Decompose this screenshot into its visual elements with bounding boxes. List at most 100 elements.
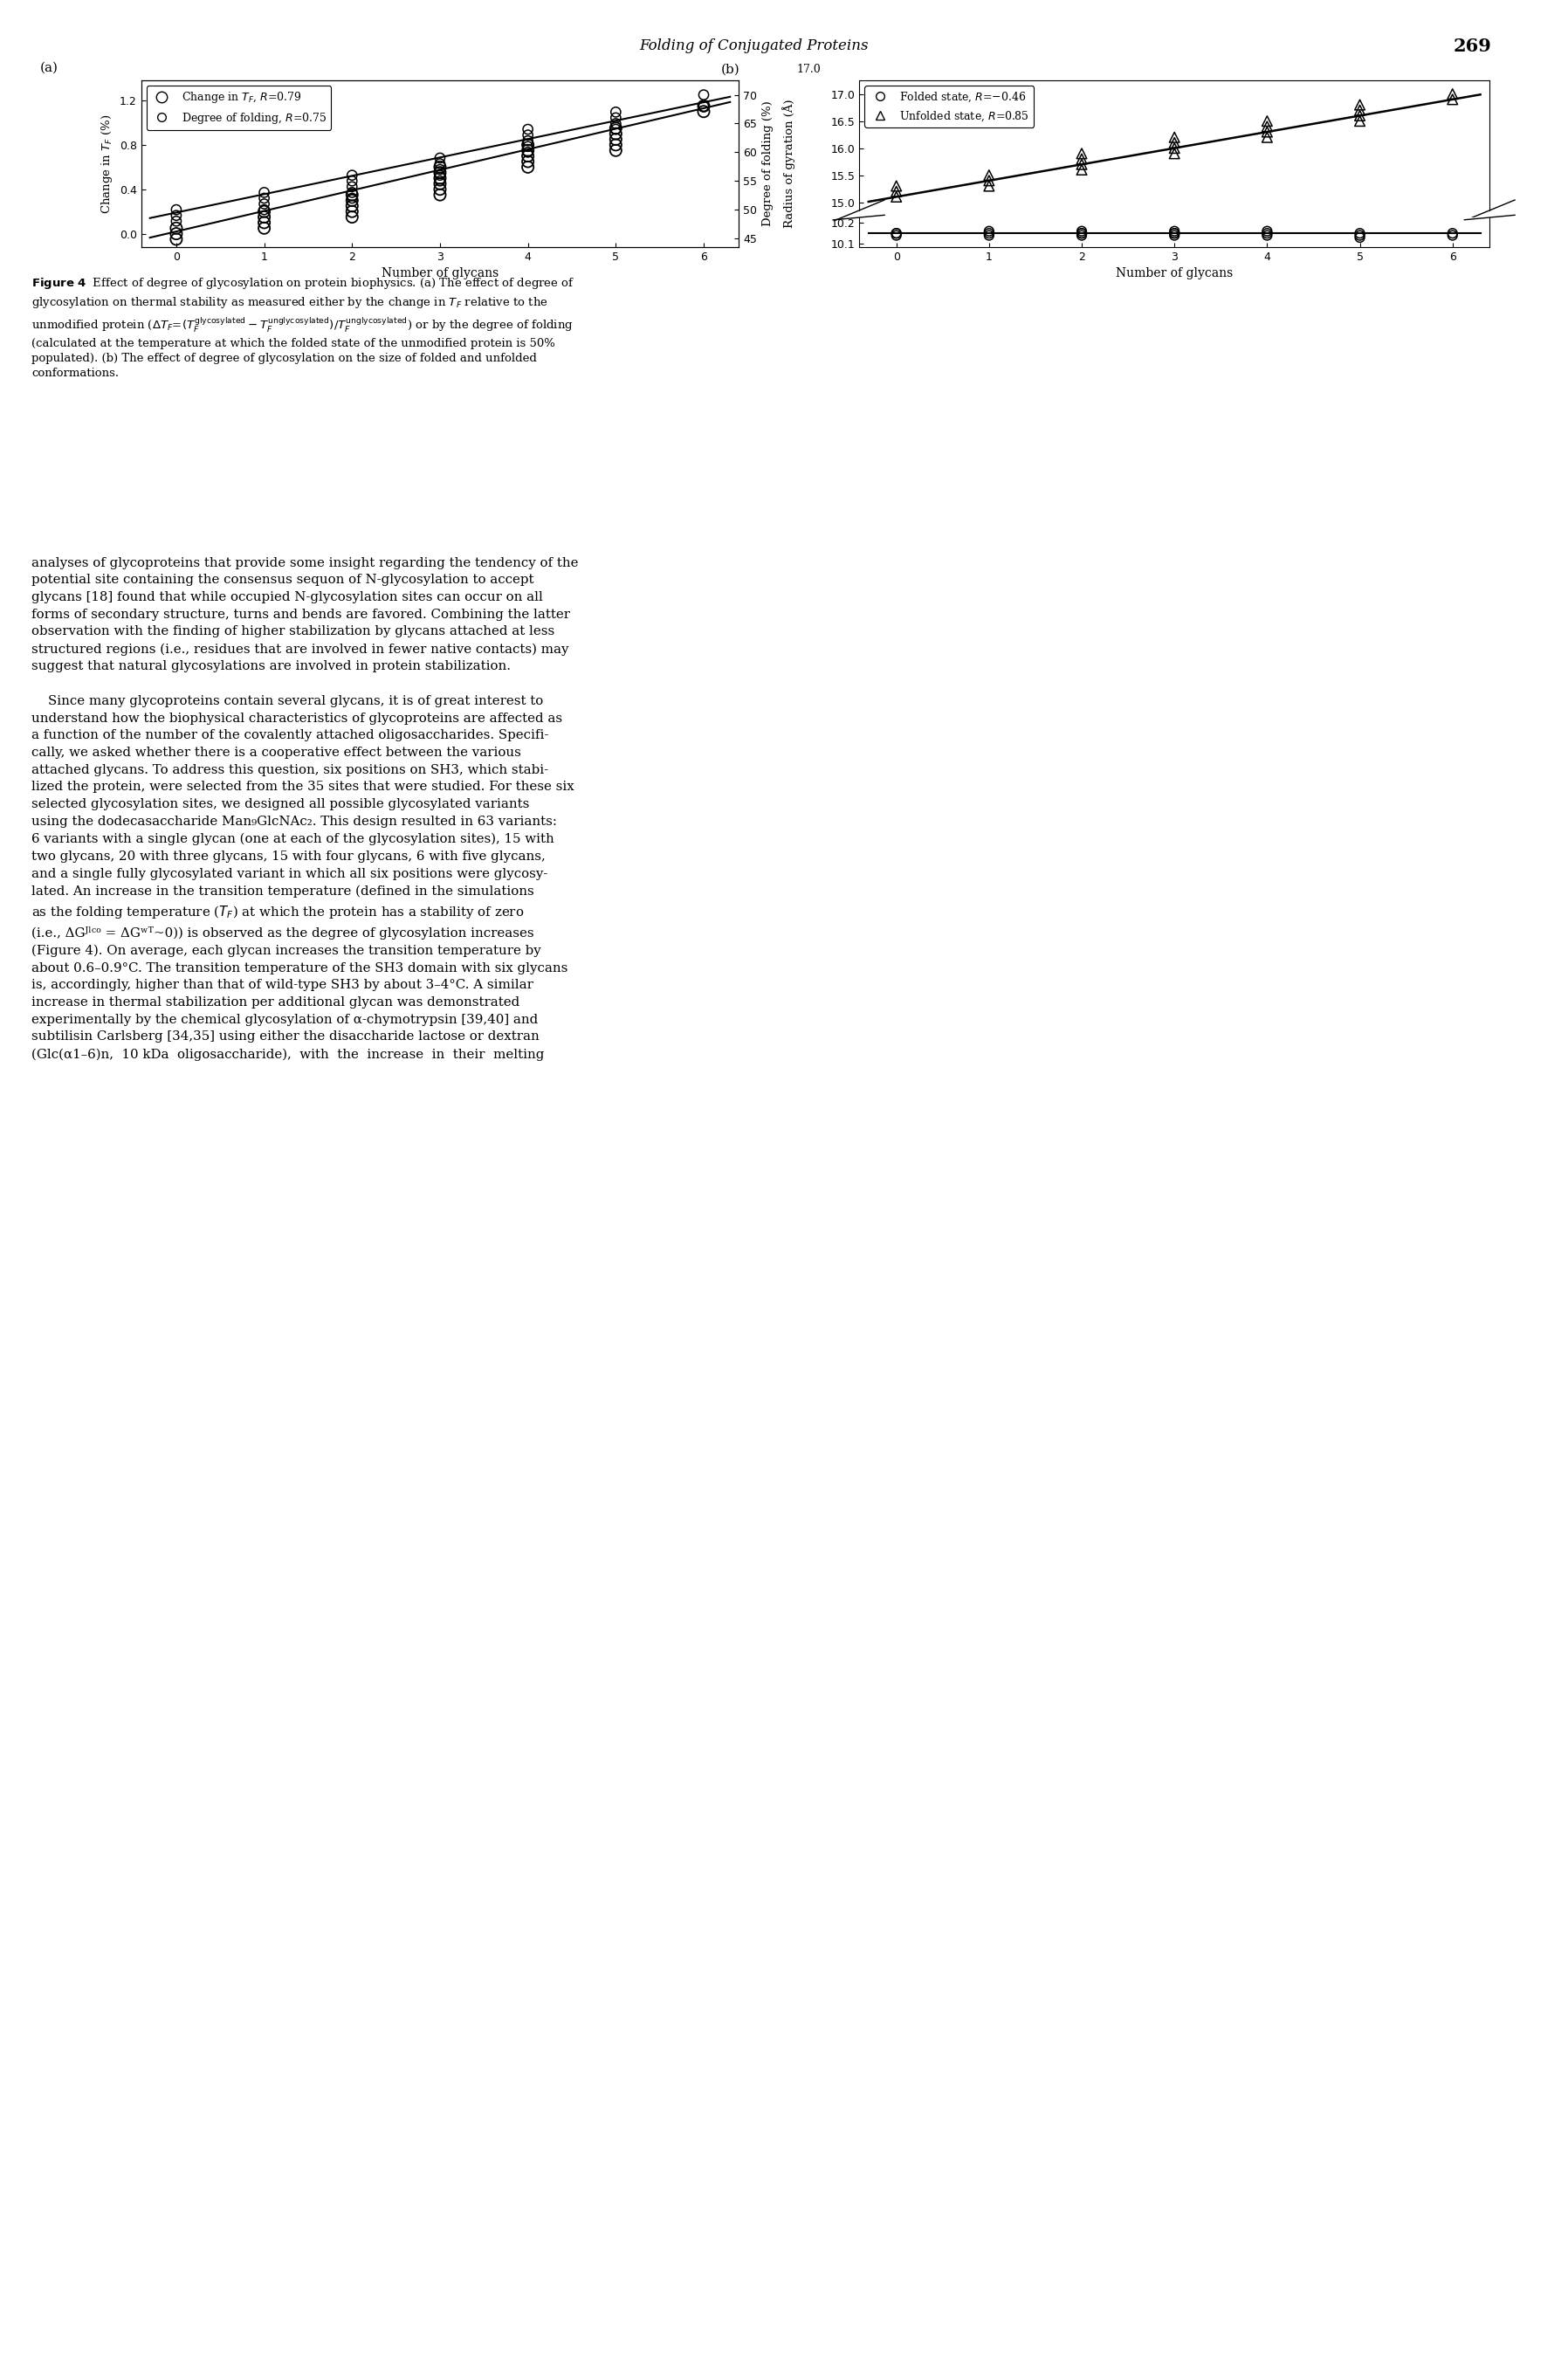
Point xyxy=(516,132,541,170)
Point xyxy=(516,125,541,163)
Point xyxy=(977,161,1002,198)
Point xyxy=(516,128,541,165)
Point xyxy=(884,215,909,253)
Point xyxy=(977,215,1002,253)
Point xyxy=(516,137,541,175)
Point xyxy=(977,156,1002,194)
Point xyxy=(1439,215,1465,253)
Point xyxy=(604,132,629,170)
Point xyxy=(340,156,365,194)
Point xyxy=(1069,139,1094,177)
Point xyxy=(1347,215,1372,253)
Point xyxy=(977,213,1002,250)
Point xyxy=(1162,123,1187,161)
Point xyxy=(163,203,188,241)
Point xyxy=(884,215,909,253)
Point xyxy=(516,142,541,180)
Point xyxy=(1162,130,1187,168)
Point xyxy=(884,177,909,215)
Point xyxy=(1069,135,1094,172)
Point xyxy=(1069,217,1094,255)
Point xyxy=(1162,217,1187,255)
Point xyxy=(163,220,188,257)
Point xyxy=(1069,213,1094,250)
Point xyxy=(977,217,1002,255)
Point xyxy=(340,172,365,210)
Point xyxy=(428,149,453,187)
Point xyxy=(340,175,365,213)
Point xyxy=(1069,215,1094,253)
Legend: Folded state, $R$=−0.46, Unfolded state, $R$=0.85: Folded state, $R$=−0.46, Unfolded state,… xyxy=(864,85,1033,128)
Point xyxy=(251,194,276,231)
Point xyxy=(977,168,1002,205)
Point xyxy=(1069,215,1094,253)
Point xyxy=(251,180,276,217)
Point xyxy=(428,144,453,182)
Point xyxy=(1347,217,1372,255)
Text: (b): (b) xyxy=(721,64,740,76)
Point xyxy=(251,210,276,248)
Point xyxy=(251,191,276,229)
Point xyxy=(604,116,629,154)
Point xyxy=(691,87,717,125)
Point xyxy=(340,194,365,231)
Y-axis label: Degree of folding (%): Degree of folding (%) xyxy=(762,102,773,227)
Point xyxy=(884,217,909,255)
Point xyxy=(1347,220,1372,257)
Text: analyses of glycoproteins that provide some insight regarding the tendency of th: analyses of glycoproteins that provide s… xyxy=(31,557,579,1061)
Point xyxy=(516,132,541,170)
Point xyxy=(1162,215,1187,253)
Point xyxy=(604,99,629,137)
Point xyxy=(604,111,629,149)
Point xyxy=(1347,92,1372,130)
Text: $\mathbf{Figure\ 4}$  Effect of degree of glycosylation on protein biophysics. (: $\mathbf{Figure\ 4}$ Effect of degree of… xyxy=(31,276,575,378)
Point xyxy=(428,165,453,203)
Point xyxy=(884,172,909,210)
Point xyxy=(604,92,629,130)
Point xyxy=(340,180,365,217)
Legend: Change in $T_F$, $R$=0.79, Degree of folding, $R$=0.75: Change in $T_F$, $R$=0.79, Degree of fol… xyxy=(146,85,331,130)
Point xyxy=(251,172,276,210)
Point xyxy=(1069,146,1094,184)
Point xyxy=(1439,76,1465,113)
Point xyxy=(1439,217,1465,255)
Point xyxy=(163,210,188,248)
Point xyxy=(340,168,365,205)
Point xyxy=(604,120,629,158)
Point xyxy=(428,175,453,213)
Point xyxy=(1254,118,1279,156)
Point xyxy=(1162,215,1187,253)
Point xyxy=(604,125,629,163)
Text: 17.0: 17.0 xyxy=(797,64,820,76)
Point xyxy=(251,203,276,241)
Point xyxy=(691,92,717,130)
Point xyxy=(163,196,188,234)
Point xyxy=(428,151,453,189)
Point xyxy=(1162,135,1187,172)
Point xyxy=(1254,102,1279,139)
Point xyxy=(340,187,365,224)
Point xyxy=(884,168,909,205)
Point xyxy=(1439,80,1465,118)
Point xyxy=(516,123,541,161)
Point xyxy=(516,116,541,154)
Point xyxy=(516,149,541,187)
Point xyxy=(1254,113,1279,151)
Point xyxy=(340,198,365,236)
Point xyxy=(1254,217,1279,255)
Point xyxy=(163,191,188,229)
X-axis label: Number of glycans: Number of glycans xyxy=(1116,267,1232,279)
Point xyxy=(1069,151,1094,189)
Point xyxy=(1347,102,1372,139)
Point xyxy=(340,163,365,201)
Point xyxy=(428,163,453,201)
Point xyxy=(691,76,717,113)
Text: (a): (a) xyxy=(39,61,58,73)
Point xyxy=(691,87,717,125)
Text: Folding of Conjugated Proteins: Folding of Conjugated Proteins xyxy=(640,38,869,54)
Point xyxy=(251,198,276,236)
Point xyxy=(604,109,629,146)
X-axis label: Number of glycans: Number of glycans xyxy=(381,267,499,279)
Point xyxy=(428,170,453,208)
Text: Radius of gyration (Å): Radius of gyration (Å) xyxy=(782,99,795,229)
